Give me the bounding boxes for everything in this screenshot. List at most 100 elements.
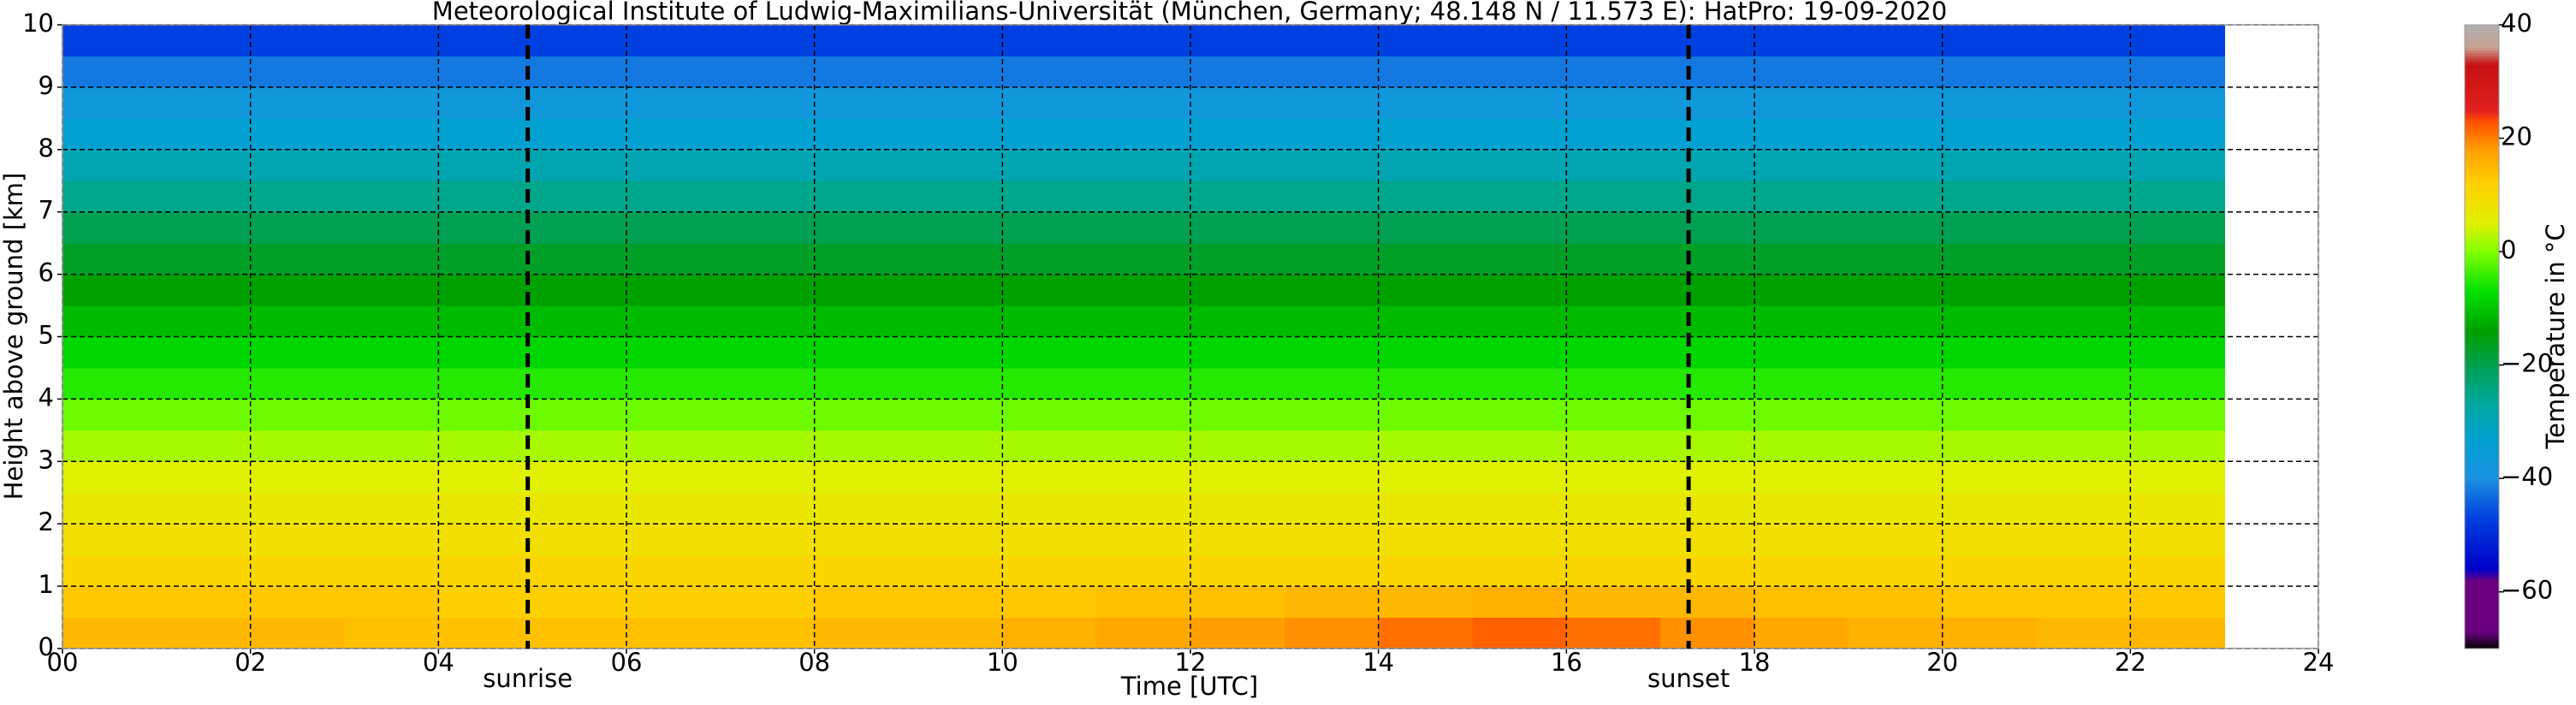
colorbar-segment <box>2465 215 2499 218</box>
heatmap-cell <box>2130 336 2225 369</box>
x-tick-label: 20 <box>1926 648 1958 677</box>
heatmap-cell <box>1002 554 1097 587</box>
colorbar-segment <box>2465 393 2499 397</box>
heatmap-cell <box>1472 86 1567 119</box>
heatmap-cell <box>2130 586 2225 619</box>
heatmap-cell <box>62 336 157 369</box>
colorbar-segment <box>2465 602 2499 607</box>
heatmap-cell <box>1472 118 1567 151</box>
heatmap-cell <box>1660 181 1755 213</box>
colorbar-segment <box>2465 359 2499 363</box>
heatmap-cell <box>250 367 346 400</box>
colorbar-segment <box>2465 617 2499 621</box>
heatmap-cell <box>1472 430 1567 462</box>
heatmap-cell <box>626 554 721 587</box>
heatmap-cell <box>1378 399 1474 431</box>
heatmap-cell <box>344 461 439 494</box>
heatmap-cell <box>1378 586 1474 619</box>
heatmap-cell <box>532 430 627 462</box>
colorbar-segment <box>2465 637 2499 641</box>
heatmap-cell <box>1566 211 1661 244</box>
heatmap-cell <box>1848 118 1944 151</box>
heatmap-cell <box>1848 367 1944 400</box>
heatmap-cell <box>1660 118 1755 151</box>
heatmap-cell <box>62 305 157 338</box>
heatmap-cell <box>1566 399 1661 431</box>
heatmap-cell <box>2130 617 2225 649</box>
heatmap-cell <box>532 336 627 369</box>
heatmap-cell <box>2036 554 2131 587</box>
colorbar-segment <box>2465 399 2499 403</box>
heatmap-cell <box>1284 118 1380 151</box>
heatmap-cell <box>1848 430 1944 462</box>
colorbar-segment <box>2465 328 2499 332</box>
colorbar-segment <box>2465 382 2499 386</box>
heatmap-cell <box>438 399 533 431</box>
colorbar-segment <box>2465 27 2499 32</box>
heatmap-cell <box>250 492 346 524</box>
heatmap-cell <box>344 118 439 151</box>
heatmap-cell <box>1942 367 2038 400</box>
colorbar-segment <box>2465 461 2499 465</box>
heatmap-cell <box>626 399 721 431</box>
heatmap-cell <box>626 56 721 88</box>
heatmap-cell <box>62 586 157 619</box>
heatmap-cell <box>344 430 439 462</box>
colorbar-segment <box>2465 569 2499 573</box>
colorbar-segment <box>2465 475 2499 479</box>
colorbar-segment <box>2465 129 2499 133</box>
heatmap-cell <box>2130 149 2225 181</box>
colorbar-segment <box>2465 418 2499 423</box>
heatmap-cell <box>814 181 910 213</box>
heatmap-cell <box>1754 56 1849 88</box>
heatmap-cell <box>720 430 816 462</box>
heatmap-cell <box>2130 399 2225 431</box>
heatmap-cell <box>814 554 910 587</box>
heatmap-cell <box>1472 149 1567 181</box>
heatmap-cell <box>1190 586 1285 619</box>
heatmap-cell <box>1378 25 1474 57</box>
heatmap-cell <box>1096 492 1191 524</box>
colorbar-segment <box>2465 608 2499 613</box>
colorbar-segment <box>2465 589 2499 593</box>
heatmap-cell <box>1942 586 2038 619</box>
colorbar-segment <box>2465 464 2499 468</box>
colorbar-segment <box>2465 336 2499 341</box>
colorbar-segment <box>2465 135 2499 139</box>
colorbar-segment <box>2465 504 2499 507</box>
heatmap-cell <box>250 181 346 213</box>
heatmap-cell <box>626 181 721 213</box>
x-tick-label: 22 <box>2115 648 2146 677</box>
heatmap-cell <box>814 336 910 369</box>
heatmap-cell <box>344 56 439 88</box>
heatmap-cell <box>2036 149 2131 181</box>
heatmap-cell <box>438 181 533 213</box>
colorbar-segment <box>2465 194 2499 198</box>
heatmap-cell <box>2036 367 2131 400</box>
heatmap-cell <box>814 430 910 462</box>
colorbar-segment <box>2465 118 2499 122</box>
y-axis-label: Height above ground [km] <box>0 173 28 501</box>
heatmap-cell <box>250 274 346 306</box>
heatmap-cell <box>344 367 439 400</box>
heatmap-cell <box>1002 118 1097 151</box>
colorbar-segment <box>2465 246 2499 250</box>
heatmap-cell <box>250 430 346 462</box>
colorbar-segment <box>2465 203 2499 207</box>
colorbar-segment <box>2465 183 2499 187</box>
colorbar-segment <box>2465 619 2499 624</box>
heatmap-cell <box>156 430 252 462</box>
heatmap-cell <box>1190 492 1285 524</box>
heatmap-cell <box>250 56 346 88</box>
colorbar-segment <box>2465 186 2499 190</box>
colorbar-segment <box>2465 177 2499 181</box>
heatmap-cell <box>156 274 252 306</box>
colorbar-segment <box>2465 424 2499 429</box>
heatmap-cell <box>344 305 439 338</box>
heatmap-cell <box>532 274 627 306</box>
heatmap-cell <box>2130 274 2225 306</box>
heatmap-cell <box>1190 554 1285 587</box>
heatmap-cell <box>1284 617 1380 649</box>
heatmap-cell <box>62 25 157 57</box>
colorbar-segment <box>2465 549 2499 553</box>
